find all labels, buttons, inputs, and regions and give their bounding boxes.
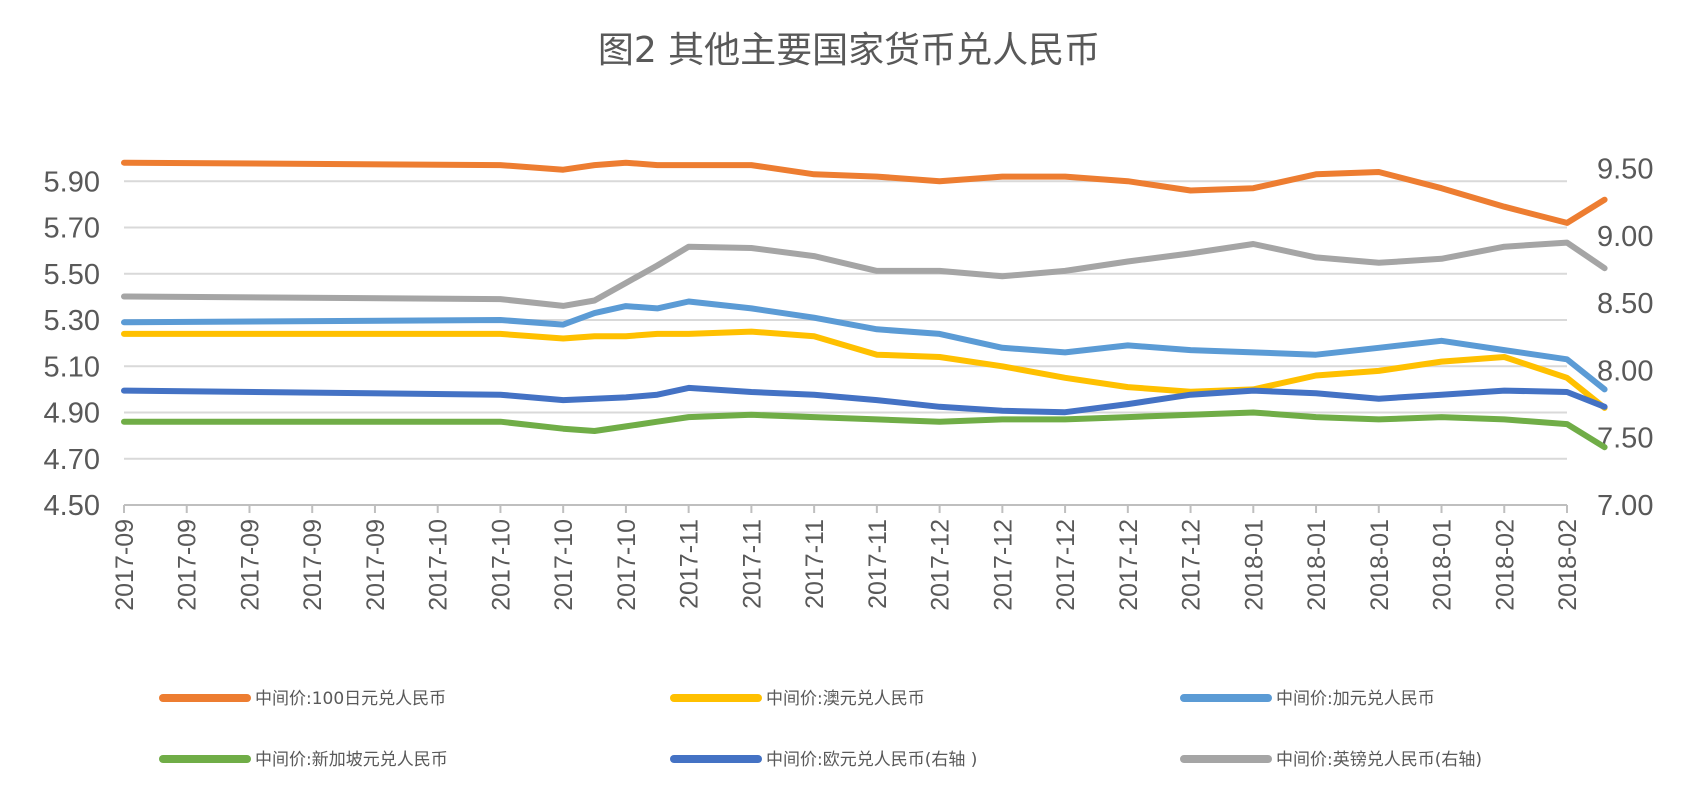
- y-right-tick-label: 8.00: [1597, 355, 1653, 387]
- series-line-0: [121, 159, 1608, 226]
- x-tick-label: 2017-09: [299, 519, 327, 611]
- x-tick-label: 2018-01: [1429, 519, 1457, 611]
- x-tick-label: 2017-09: [174, 519, 202, 611]
- x-tick-label: 2017-12: [1052, 519, 1080, 611]
- y-left-tick-label: 5.10: [44, 351, 100, 383]
- legend-item: 中间价:欧元兑人民币(右轴 ): [670, 750, 977, 770]
- legend-item: 中间价:澳元兑人民币: [670, 689, 925, 709]
- x-axis: 2017-09 2017-09 2017-09 2017-09 2017-09 2017-…: [111, 504, 1582, 611]
- x-tick-label: 2018-02: [1491, 519, 1519, 611]
- legend-item: 中间价:100日元兑人民币: [159, 689, 446, 709]
- y-right-tick-label: 7.00: [1597, 490, 1653, 522]
- x-tick-label: 2018-01: [1366, 519, 1394, 611]
- legend-item: 中间价:加元兑人民币: [1180, 689, 1435, 709]
- x-tick-label: 2017-10: [487, 519, 515, 611]
- x-tick-label: 2017-10: [613, 519, 641, 611]
- x-tick-label: 2017-10: [550, 519, 578, 611]
- x-tick-label: 2018-02: [1554, 519, 1582, 611]
- x-tick-label: 2018-01: [1240, 519, 1268, 611]
- y-left-tick-label: 4.90: [44, 398, 100, 430]
- x-tick-label: 2017-10: [425, 519, 453, 611]
- series-lines: [121, 159, 1608, 451]
- x-tick-label: 2017-12: [1115, 519, 1143, 611]
- x-tick-label: 2017-11: [676, 519, 704, 609]
- legend-label: 中间价:加元兑人民币: [1276, 689, 1435, 709]
- series-line-5: [121, 239, 1608, 309]
- y-left-tick-label: 5.90: [44, 166, 100, 198]
- y-left-tick-label: 4.50: [44, 490, 100, 522]
- legend-item: 中间价:新加坡元兑人民币: [159, 750, 448, 770]
- x-tick-label: 2017-12: [1178, 519, 1206, 611]
- x-tick-label: 2017-12: [989, 519, 1017, 611]
- x-tick-label: 2017-09: [362, 519, 390, 611]
- y-right-tick-label: 8.50: [1597, 288, 1653, 320]
- y-left-tick-label: 5.50: [44, 259, 100, 291]
- series-line-4: [121, 384, 1608, 416]
- y-left-tick-label: 4.70: [44, 444, 100, 476]
- series-line-3: [121, 409, 1608, 451]
- y-left-tick-label: 5.70: [44, 213, 100, 245]
- legend-label: 中间价:欧元兑人民币(右轴 ): [766, 750, 977, 770]
- legend-item: 中间价:英镑兑人民币(右轴): [1180, 750, 1482, 770]
- y-right-tick-label: 9.50: [1597, 154, 1653, 186]
- y-right-tick-label: 9.00: [1597, 221, 1653, 253]
- x-tick-label: 2017-12: [927, 519, 955, 611]
- chart-title: 图2 其他主要国家货币兑人民币: [598, 30, 1100, 71]
- y-left-tick-label: 5.30: [44, 305, 100, 337]
- legend-label: 中间价:澳元兑人民币: [766, 689, 925, 709]
- x-tick-label: 2017-09: [111, 519, 139, 611]
- x-tick-label: 2017-11: [801, 519, 829, 609]
- x-tick-label: 2017-09: [236, 519, 264, 611]
- legend-label: 中间价:英镑兑人民币(右轴): [1276, 750, 1482, 770]
- legend-label: 中间价:100日元兑人民币: [255, 689, 446, 709]
- legend-label: 中间价:新加坡元兑人民币: [255, 750, 448, 770]
- series-line-2: [121, 298, 1608, 393]
- series-line-1: [121, 328, 1608, 411]
- legend: 中间价:100日元兑人民币 中间价:澳元兑人民币 中间价:加元兑人民币中间价:新加坡…: [159, 689, 1482, 770]
- x-tick-label: 2017-11: [738, 519, 766, 609]
- x-tick-label: 2017-11: [864, 519, 892, 609]
- y-axis-left: 5.90 5.70 5.50 5.30 5.10 4.90 4.70 4.50: [44, 166, 100, 522]
- x-tick-label: 2018-01: [1303, 519, 1331, 611]
